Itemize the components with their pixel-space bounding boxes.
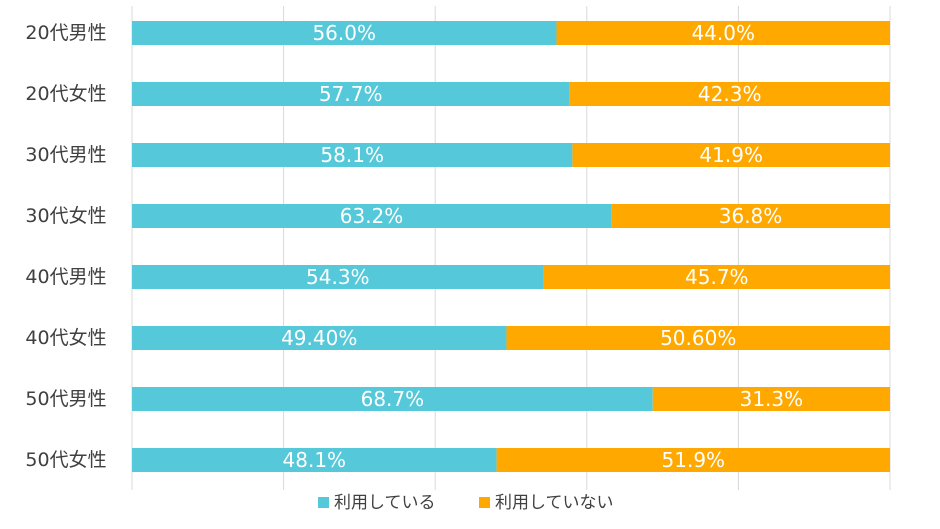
bar-segment-not-using	[556, 21, 890, 45]
bar-segment-using	[132, 21, 557, 45]
bar-segment-not-using	[572, 143, 890, 167]
bar-segment-not-using	[543, 265, 890, 289]
category-label: 20代女性	[25, 83, 106, 105]
category-label: 40代男性	[25, 266, 106, 288]
data-label: 56.0%	[312, 21, 376, 45]
category-label: 20代男性	[25, 22, 106, 44]
value-labels: 56.0% 44.0% 57.7% 42.3% 58.1% 41.9% 63.2% 36.8%…	[281, 21, 803, 472]
category-label: 30代男性	[25, 144, 106, 166]
legend: 利用している 利用していない	[318, 493, 614, 513]
data-label: 42.3%	[698, 82, 762, 106]
data-label: 68.7%	[361, 387, 425, 411]
data-label: 51.9%	[662, 448, 726, 472]
bar-segment-not-using	[506, 326, 890, 350]
legend-label: 利用していない	[495, 493, 614, 513]
bar-segment-not-using	[569, 82, 890, 106]
bars	[132, 21, 890, 472]
data-label: 57.7%	[319, 82, 383, 106]
bar-segment-not-using	[652, 387, 890, 411]
legend-label: 利用している	[334, 493, 436, 513]
data-label: 48.1%	[283, 448, 347, 472]
data-label: 58.1%	[320, 143, 384, 167]
bar-segment-not-using	[496, 448, 890, 472]
data-label: 50.60%	[660, 326, 736, 350]
bar-segment-using	[132, 326, 507, 350]
grid-lines	[131, 6, 891, 490]
category-labels: 20代男性 20代女性 30代男性 30代女性 40代男性 40代女性 50代男性 50代女性	[25, 22, 106, 471]
data-label: 54.3%	[306, 265, 370, 289]
bar-segment-using	[132, 265, 544, 289]
bar-segment-using	[132, 82, 570, 106]
bar-segment-using	[132, 387, 653, 411]
data-label: 44.0%	[691, 21, 755, 45]
data-label: 49.40%	[281, 326, 357, 350]
category-label: 50代男性	[25, 388, 106, 410]
category-label: 40代女性	[25, 327, 106, 349]
data-label: 36.8%	[719, 204, 783, 228]
data-label: 31.3%	[740, 387, 804, 411]
data-label: 63.2%	[340, 204, 404, 228]
bar-segment-using	[132, 204, 612, 228]
bar-segment-using	[132, 448, 497, 472]
category-label: 50代女性	[25, 449, 106, 471]
bar-segment-using	[132, 143, 573, 167]
legend-swatch	[479, 497, 490, 508]
legend-swatch	[318, 497, 329, 508]
data-label: 45.7%	[685, 265, 749, 289]
bar-segment-not-using	[611, 204, 890, 228]
category-label: 30代女性	[25, 205, 106, 227]
data-label: 41.9%	[699, 143, 763, 167]
